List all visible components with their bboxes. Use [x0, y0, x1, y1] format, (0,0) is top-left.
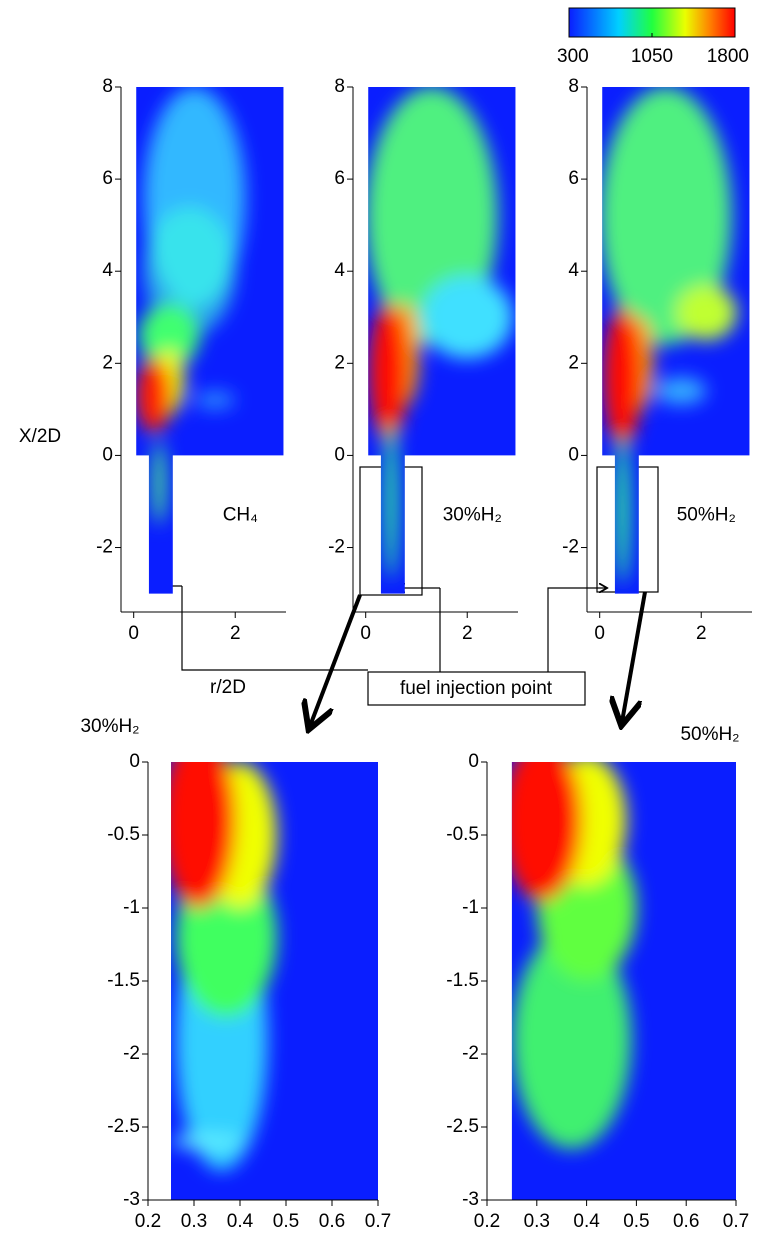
y-tick-label: -2: [328, 537, 345, 558]
y-tick-label: -1: [123, 897, 140, 918]
contour-plot: -2 0 2 4 6 8 0 2 CH₄ r/2D X/2D: [19, 76, 286, 698]
y-tick-label: -1.5: [446, 970, 479, 991]
y-tick-label: -0.5: [446, 824, 479, 845]
contour-plot: -2 0 2 4 6 8 0 2 30%H₂: [328, 76, 518, 644]
y-tick-label: 6: [102, 168, 113, 189]
y-axis-label: X/2D: [19, 426, 61, 447]
annotation: 30%H₂: [443, 504, 502, 525]
y-tick-label: 4: [334, 260, 345, 281]
y-tick-label: -2: [562, 537, 579, 558]
plot-title: 50%H₂: [680, 724, 739, 745]
contour-plot: -2 0 2 4 6 8 0 2 50%H₂: [562, 76, 752, 644]
x-tick-label: 0.4: [573, 1211, 600, 1232]
x-tick-label: 0: [360, 623, 371, 644]
contour-field: [136, 87, 284, 594]
contour-field: [602, 87, 750, 594]
field-blob: [138, 303, 200, 368]
x-tick-label: 0: [128, 623, 139, 644]
x-tick-label: 0.3: [524, 1211, 550, 1232]
y-tick-label: 8: [568, 76, 579, 97]
x-tick-label: 0.7: [365, 1211, 391, 1232]
y-tick-label: 0: [468, 751, 479, 772]
y-tick-label: 4: [102, 260, 113, 281]
plot-title: 30%H₂: [80, 716, 139, 737]
field-blob: [194, 390, 236, 410]
y-tick-label: -1.5: [107, 970, 140, 991]
field-blob: [171, 762, 236, 908]
field-blob: [655, 377, 707, 405]
y-tick-label: 2: [334, 352, 345, 373]
x-tick-label: 0.2: [474, 1211, 500, 1232]
field-blobs: [368, 87, 513, 580]
x-tick-label: 0.5: [623, 1211, 649, 1232]
field-blob: [675, 285, 737, 341]
field-blobs: [511, 762, 637, 1149]
y-tick-label: -2: [96, 537, 113, 558]
field-blob: [171, 1134, 245, 1149]
y-tick-label: 6: [334, 168, 345, 189]
y-tick-label: 0: [568, 444, 579, 465]
x-tick-label: 0.5: [273, 1211, 299, 1232]
field-blob: [136, 358, 172, 433]
contour-field: [368, 87, 516, 594]
y-tick-label: 8: [102, 76, 113, 97]
x-tick-label: 2: [462, 623, 473, 644]
y-tick-label: -1: [462, 897, 479, 918]
y-tick-label: -0.5: [107, 824, 140, 845]
y-tick-label: -2.5: [446, 1116, 479, 1137]
x-axis-label: r/2D: [210, 677, 246, 698]
contour-plot: -3 -2.5 -2 -1.5 -1 -0.5 0 0.2 0.3 0.4 0.5 0.6 0.7 50%…: [446, 724, 749, 1232]
x-tick-label: 0.3: [181, 1211, 207, 1232]
y-tick-label: 2: [102, 352, 113, 373]
callout-lines: [165, 466, 659, 726]
field-blob: [369, 303, 408, 442]
field-blob: [602, 87, 732, 345]
field-blob: [143, 206, 236, 336]
x-tick-label: 2: [230, 623, 241, 644]
y-tick-label: 0: [129, 751, 140, 772]
y-tick-label: 6: [568, 168, 579, 189]
field-blob: [603, 308, 642, 447]
contour-field: [511, 762, 736, 1200]
x-tick-label: 0.4: [227, 1211, 254, 1232]
y-tick-label: -2.5: [107, 1116, 140, 1137]
field-blob: [421, 275, 513, 359]
contour-field: [171, 762, 378, 1200]
annotation: CH₄: [223, 504, 258, 525]
x-tick-label: 0.6: [319, 1211, 345, 1232]
contour-plot: -3 -2.5 -2 -1.5 -1 -0.5 0 0.2 0.3 0.4 0.5 0.6 0.7 30%…: [80, 716, 391, 1232]
field-blobs: [136, 87, 246, 525]
y-tick-label: -2: [123, 1043, 140, 1064]
y-tick-label: 0: [334, 444, 345, 465]
field-blob: [615, 437, 630, 585]
x-tick-label: 2: [696, 623, 707, 644]
y-tick-label: 8: [334, 76, 345, 97]
field-blob: [152, 441, 166, 525]
field-blob: [511, 762, 582, 901]
y-tick-label: 4: [568, 260, 579, 281]
field-blobs: [171, 762, 277, 1171]
x-tick-label: 0: [594, 623, 605, 644]
colorbar-label: 300: [557, 46, 589, 67]
colorbar-label: 1800: [707, 46, 749, 67]
y-tick-label: 0: [102, 444, 113, 465]
x-tick-label: 0.6: [673, 1211, 699, 1232]
annotation: 50%H₂: [677, 504, 736, 525]
y-tick-label: -2: [462, 1043, 479, 1064]
field-blob: [384, 423, 398, 580]
y-tick-label: -3: [123, 1189, 140, 1210]
field-blob: [511, 929, 632, 1149]
colorbar-label: 1050: [631, 46, 673, 67]
field-blobs: [602, 87, 737, 585]
y-tick-label: -3: [462, 1189, 479, 1210]
colorbar: [568, 7, 736, 38]
x-tick-label: 0.2: [135, 1211, 161, 1232]
x-tick-label: 0.7: [723, 1211, 749, 1232]
y-tick-label: 2: [568, 352, 579, 373]
callout-label: fuel injection point: [400, 678, 553, 699]
